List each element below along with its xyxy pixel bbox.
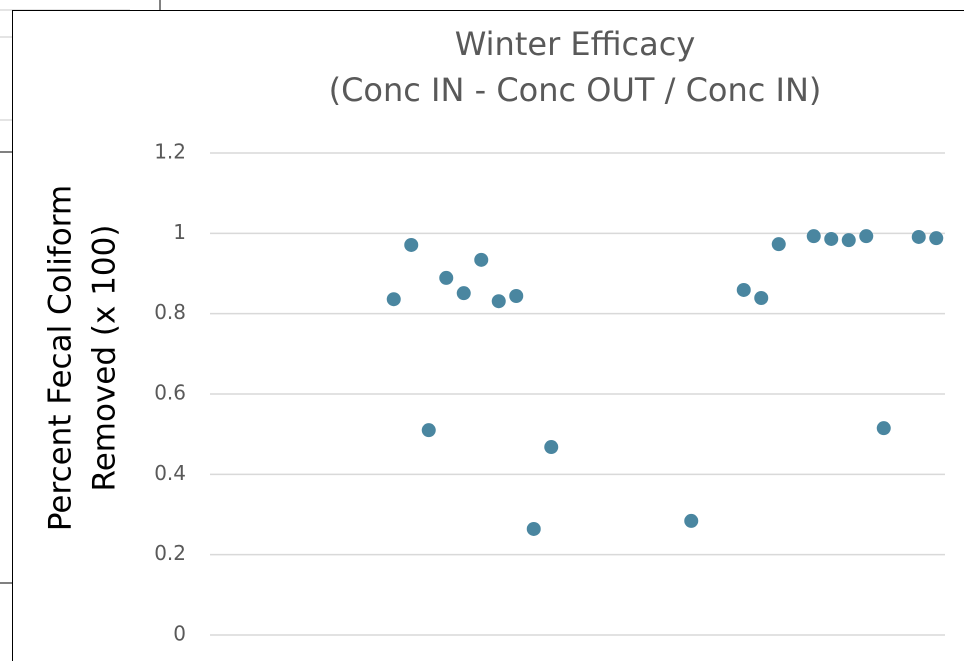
point (474, 252, 489, 267)
chart-title: Winter Efficacy (455, 25, 696, 63)
point (386, 292, 401, 307)
point (509, 288, 524, 303)
point (911, 229, 926, 244)
point (544, 440, 559, 455)
point (841, 233, 856, 248)
y-axis-label: Removed (x 100) (87, 225, 123, 492)
point (404, 237, 419, 252)
point (824, 231, 839, 246)
point (806, 229, 821, 244)
point (421, 423, 436, 438)
point (456, 286, 471, 301)
point (929, 231, 944, 246)
y-tick-label: 0.2 (154, 541, 186, 565)
y-tick-label: 0.8 (154, 300, 186, 324)
point (754, 291, 769, 306)
point (876, 421, 891, 436)
chart-border (12, 10, 964, 661)
chart-title: (Conc IN - Conc OUT / Conc IN) (329, 71, 822, 109)
y-axis-label: Percent Fecal Coliform (43, 185, 79, 531)
y-tick-label: 1 (173, 220, 186, 244)
y-tick-label: 0.6 (154, 381, 186, 405)
point (736, 282, 751, 297)
point (439, 270, 454, 285)
point (684, 513, 699, 528)
point (491, 294, 506, 309)
y-tick-label: 0 (173, 622, 186, 646)
point (859, 229, 874, 244)
point (526, 521, 541, 536)
y-tick-label: 0.4 (154, 461, 186, 485)
y-tick-label: 1.2 (154, 140, 186, 164)
point (771, 237, 786, 252)
